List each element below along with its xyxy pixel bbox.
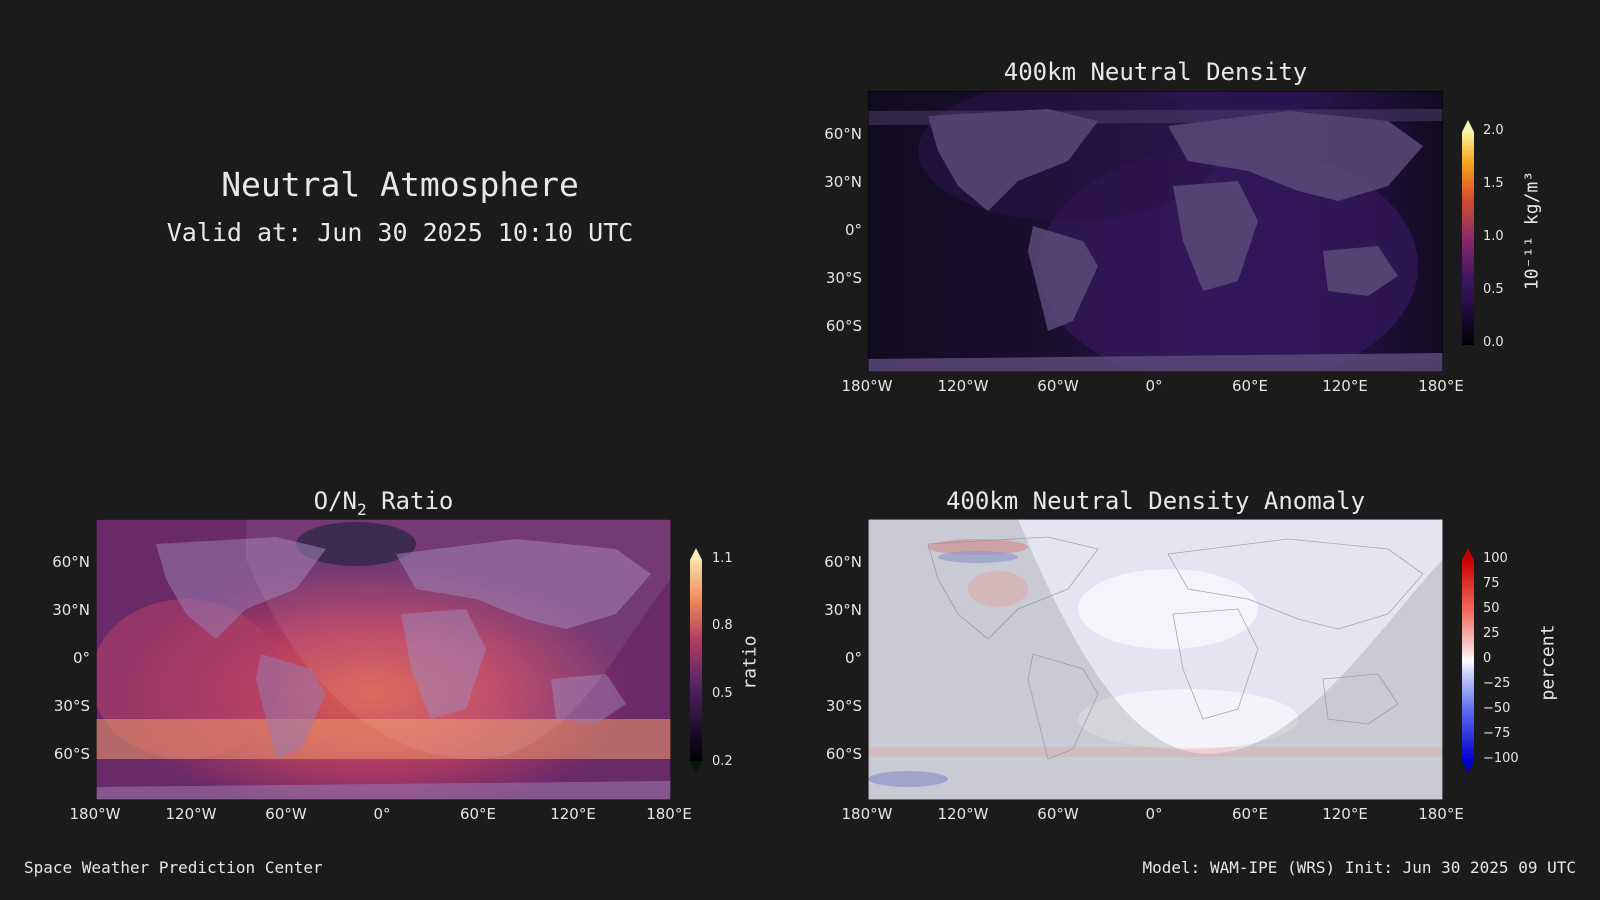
- density-colorbar: [1462, 120, 1474, 345]
- lat-tick: 60°N: [52, 553, 90, 571]
- coastline-shapes: [927, 536, 1424, 760]
- colorbar-tick: −50: [1483, 701, 1511, 716]
- lon-tick: 0°: [1145, 805, 1163, 823]
- page-title: Neutral Atmosphere: [221, 165, 579, 204]
- lon-tick: 60°W: [1037, 377, 1079, 395]
- colorbar-tick: −25: [1483, 676, 1511, 691]
- lon-tick: 120°E: [550, 805, 596, 823]
- landmass-shapes: [868, 109, 1443, 372]
- footer-model-info: Model: WAM-IPE (WRS) Init: Jun 30 2025 0…: [1142, 858, 1576, 877]
- colorbar-tick: 0.2: [712, 754, 733, 769]
- lon-tick: 120°E: [1322, 377, 1368, 395]
- lat-tick: 30°S: [825, 697, 862, 715]
- lat-tick: 0°: [844, 221, 862, 239]
- lon-tick: 60°E: [459, 805, 497, 823]
- colorbar-tick: 1.1: [712, 551, 733, 566]
- footer-org: Space Weather Prediction Center: [24, 858, 323, 877]
- lon-tick: 180°E: [1418, 377, 1464, 395]
- colorbar-tick: 50: [1483, 601, 1500, 616]
- colorbar-tick: −75: [1483, 726, 1511, 741]
- lat-tick: 30°S: [53, 697, 90, 715]
- anomaly-colorbar: [1462, 548, 1474, 773]
- lon-tick: 180°E: [646, 805, 692, 823]
- lon-tick: 60°W: [1037, 805, 1079, 823]
- on2-panel-title: O/N2 Ratio: [313, 487, 454, 519]
- lon-tick: 60°E: [1231, 805, 1269, 823]
- lat-tick: 60°S: [825, 745, 862, 763]
- on2-colorbar: [690, 548, 702, 773]
- colorbar-tick: 0: [1483, 651, 1492, 666]
- lat-tick: 0°: [72, 649, 90, 667]
- lat-tick: 0°: [844, 649, 862, 667]
- colorbar-tick: −100: [1483, 751, 1519, 766]
- valid-time: Valid at: Jun 30 2025 10:10 UTC: [166, 218, 634, 247]
- lat-tick: 30°N: [824, 173, 862, 191]
- lon-tick: 0°: [1145, 377, 1163, 395]
- colorbar-tick: 0.5: [1483, 282, 1504, 297]
- colorbar-tick: 2.0: [1483, 123, 1504, 138]
- lon-tick: 0°: [373, 805, 391, 823]
- lat-tick: 30°S: [825, 269, 862, 287]
- colorbar-tick: 25: [1483, 626, 1500, 641]
- colorbar-tick: 1.0: [1483, 229, 1504, 244]
- lat-tick: 30°N: [52, 601, 90, 619]
- density-colorbar-label: 10⁻¹¹ kg/m³: [1521, 170, 1543, 291]
- anomaly-map[interactable]: [868, 519, 1443, 800]
- colorbar-tick: 1.5: [1483, 176, 1504, 191]
- lat-tick: 60°N: [824, 553, 862, 571]
- lon-tick: 60°W: [265, 805, 307, 823]
- anomaly-panel-title: 400km Neutral Density Anomaly: [945, 487, 1366, 515]
- lat-tick: 60°S: [53, 745, 90, 763]
- lon-tick: 180°E: [1418, 805, 1464, 823]
- anomaly-colorbar-label: percent: [1537, 624, 1559, 701]
- lon-tick: 120°E: [1322, 805, 1368, 823]
- lon-tick: 120°W: [937, 805, 989, 823]
- lon-tick: 180°W: [69, 805, 121, 823]
- lon-tick: 180°W: [841, 377, 893, 395]
- lat-tick: 60°N: [824, 125, 862, 143]
- lon-tick: 120°W: [165, 805, 217, 823]
- on2-map[interactable]: [96, 519, 671, 800]
- colorbar-tick: 100: [1483, 551, 1508, 566]
- colorbar-tick: 75: [1483, 576, 1500, 591]
- density-map[interactable]: [868, 91, 1443, 372]
- lon-tick: 60°E: [1231, 377, 1269, 395]
- colorbar-tick: 0.8: [712, 618, 733, 633]
- lat-tick: 30°N: [824, 601, 862, 619]
- lon-tick: 120°W: [937, 377, 989, 395]
- lat-tick: 60°S: [825, 317, 862, 335]
- density-panel-title: 400km Neutral Density: [1003, 58, 1308, 86]
- lon-tick: 180°W: [841, 805, 893, 823]
- landmass-shapes: [96, 537, 671, 800]
- colorbar-tick: 0.0: [1483, 335, 1504, 350]
- colorbar-tick: 0.5: [712, 686, 733, 701]
- on2-colorbar-label: ratio: [739, 635, 761, 690]
